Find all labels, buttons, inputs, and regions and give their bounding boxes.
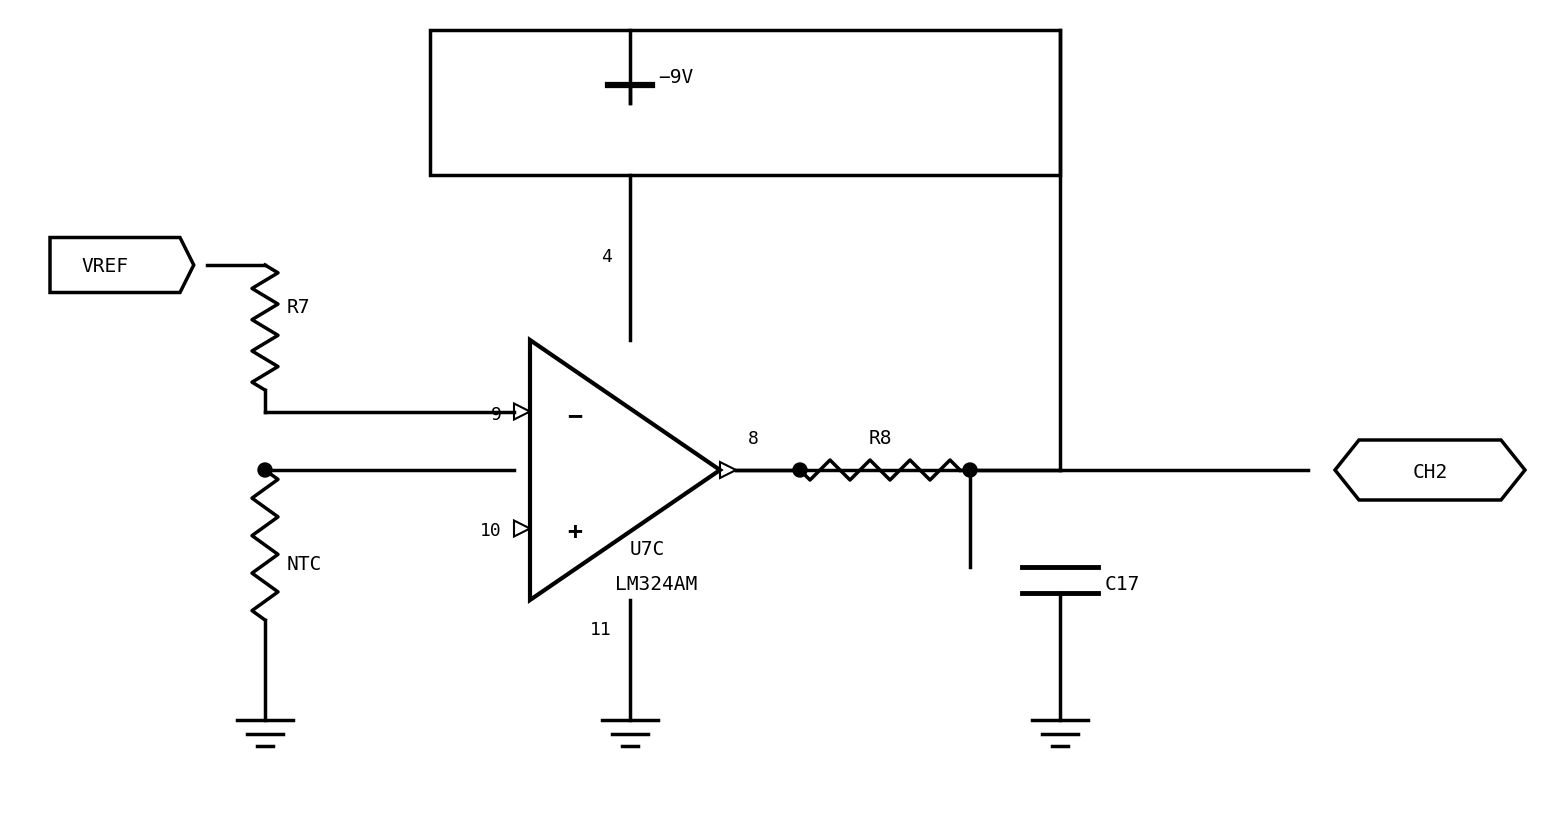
- Text: 8: 8: [748, 430, 759, 448]
- Text: C17: C17: [1105, 575, 1140, 594]
- Circle shape: [793, 463, 808, 477]
- Text: 11: 11: [590, 621, 612, 639]
- Circle shape: [963, 463, 977, 477]
- Text: NTC: NTC: [287, 555, 323, 574]
- Text: CH2: CH2: [1413, 462, 1447, 481]
- Text: LM324AM: LM324AM: [615, 575, 698, 594]
- Text: R8: R8: [869, 429, 892, 448]
- Text: −: −: [568, 405, 582, 428]
- Text: +: +: [568, 519, 582, 544]
- Text: VREF: VREF: [82, 258, 129, 277]
- Circle shape: [259, 463, 271, 477]
- Text: −9V: −9V: [659, 68, 693, 87]
- Bar: [430, 30, 1060, 175]
- Text: 4: 4: [601, 248, 612, 266]
- Text: R7: R7: [287, 298, 310, 317]
- Text: 10: 10: [480, 522, 502, 541]
- Text: 9: 9: [491, 405, 502, 424]
- Text: U7C: U7C: [630, 540, 665, 559]
